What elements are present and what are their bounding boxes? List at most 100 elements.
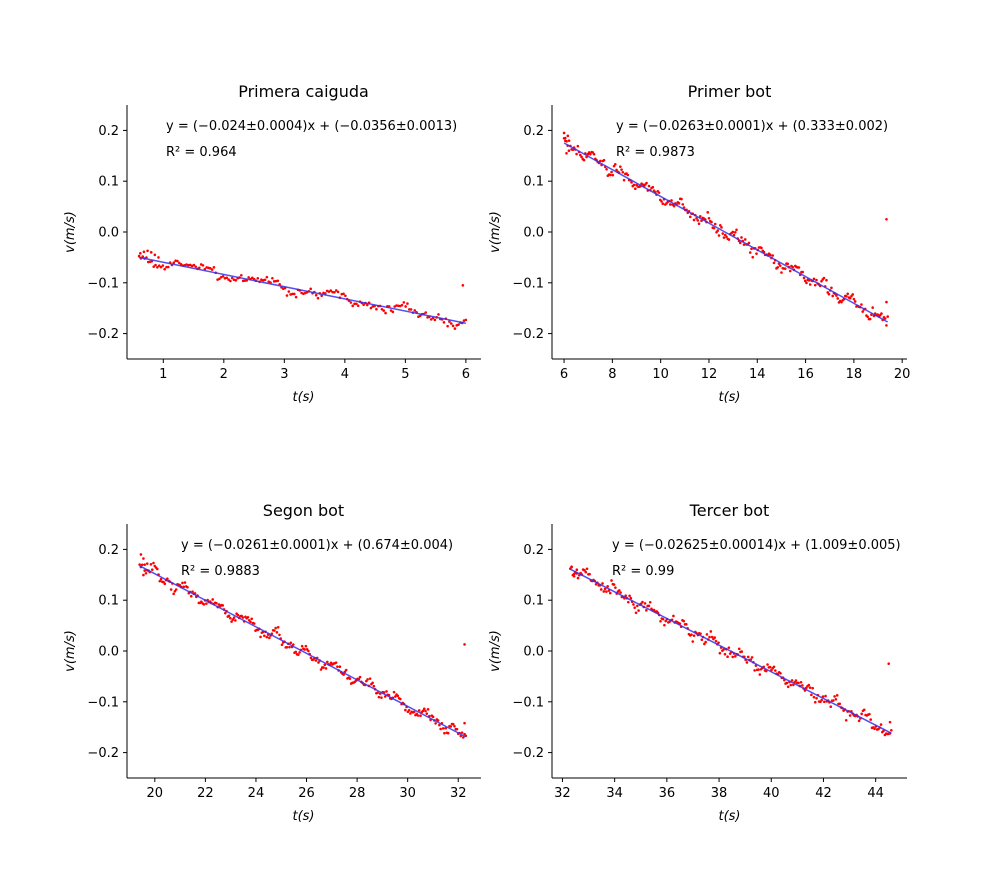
- data-point: [704, 640, 707, 644]
- data-point: [252, 622, 256, 625]
- data-point: [380, 307, 384, 311]
- data-point: [629, 596, 633, 600]
- data-point: [289, 641, 293, 645]
- data-point: [442, 321, 446, 324]
- y-tick-label: −0.1: [512, 695, 544, 710]
- data-point: [617, 589, 621, 592]
- data-point: [202, 603, 206, 606]
- data-point: [718, 651, 722, 655]
- data-point: [265, 275, 269, 279]
- data-point: [866, 315, 869, 319]
- data-point: [449, 725, 453, 728]
- data-point: [835, 294, 838, 297]
- y-tick-label: 0.1: [523, 175, 544, 190]
- data-point: [250, 617, 254, 621]
- data-point: [815, 697, 818, 700]
- data-point: [835, 694, 839, 697]
- data-point: [353, 302, 356, 306]
- data-point: [324, 667, 328, 670]
- data-point: [615, 168, 618, 172]
- data-point: [149, 251, 153, 254]
- data-point: [230, 276, 234, 280]
- data-point: [201, 264, 205, 267]
- data-point: [436, 719, 440, 722]
- data-point: [727, 646, 731, 649]
- data-point: [682, 619, 686, 623]
- y-tick-label: 0.0: [523, 645, 544, 660]
- data-point: [822, 700, 826, 704]
- data-point: [860, 303, 863, 306]
- data-point: [209, 267, 212, 270]
- data-point: [750, 247, 753, 251]
- data-point: [707, 216, 711, 220]
- x-tick-label: 32: [450, 786, 467, 801]
- data-point: [259, 635, 262, 639]
- y-tick-label: 0.1: [98, 175, 119, 190]
- x-tick-label: 18: [846, 367, 863, 382]
- data-point: [645, 609, 648, 612]
- data-point: [307, 649, 310, 653]
- chart-title: Segon bot: [263, 501, 344, 520]
- data-point: [566, 134, 570, 138]
- data-point: [285, 294, 289, 297]
- r-squared: R² = 0.99: [612, 564, 674, 579]
- data-point: [265, 635, 269, 639]
- data-point: [727, 238, 731, 241]
- panel-tercer-bot: Tercer bot 32 34 36 38 40 42 44 −0.2 −0.1 0.0 0.1 0…: [488, 501, 907, 824]
- data-point: [869, 718, 873, 721]
- data-point: [720, 226, 723, 229]
- data-point: [396, 694, 400, 698]
- x-tick-label: 28: [349, 786, 366, 801]
- data-point: [400, 303, 404, 307]
- data-point: [663, 623, 666, 627]
- data-point: [862, 708, 866, 712]
- data-point: [426, 708, 430, 711]
- data-point: [813, 283, 817, 287]
- data-point: [234, 278, 238, 282]
- data-point: [227, 278, 230, 281]
- data-point: [630, 181, 633, 184]
- data-point: [424, 709, 427, 713]
- data-point: [780, 271, 783, 274]
- data-point: [812, 277, 816, 281]
- data-point: [273, 629, 276, 632]
- data-point: [232, 616, 236, 619]
- data-point: [848, 714, 852, 717]
- data-point: [840, 300, 843, 304]
- data-point: [365, 303, 369, 307]
- data-point: [406, 302, 409, 305]
- data-point: [745, 661, 749, 664]
- data-point: [755, 252, 758, 255]
- data-point: [444, 726, 447, 730]
- data-point: [418, 314, 422, 318]
- data-point: [371, 681, 374, 685]
- data-point: [807, 683, 811, 687]
- data-point: [813, 700, 817, 704]
- data-point: [633, 606, 637, 609]
- outlier-point: [463, 643, 466, 646]
- data-point: [287, 290, 291, 293]
- x-tick-label: 42: [815, 786, 832, 801]
- data-point: [154, 263, 157, 267]
- fit-equation: y = (−0.0261±0.0001)x + (0.674±0.004): [181, 538, 453, 553]
- data-point: [297, 653, 300, 656]
- data-point: [344, 294, 347, 298]
- data-point: [603, 587, 607, 591]
- data-point: [183, 581, 187, 584]
- data-point: [246, 615, 250, 619]
- data-point: [142, 557, 145, 560]
- data-point: [636, 604, 639, 608]
- data-point: [652, 608, 656, 612]
- data-point: [831, 294, 834, 298]
- data-point: [167, 265, 170, 269]
- data-point: [138, 563, 141, 566]
- data-point: [377, 695, 381, 699]
- data-point: [451, 722, 455, 726]
- x-tick-label: 38: [711, 786, 728, 801]
- y-tick-label: 0.2: [98, 124, 119, 139]
- data-point: [314, 293, 318, 297]
- data-point: [785, 681, 789, 685]
- data-point: [161, 264, 165, 267]
- x-tick-label: 30: [399, 786, 416, 801]
- data-point: [743, 238, 747, 241]
